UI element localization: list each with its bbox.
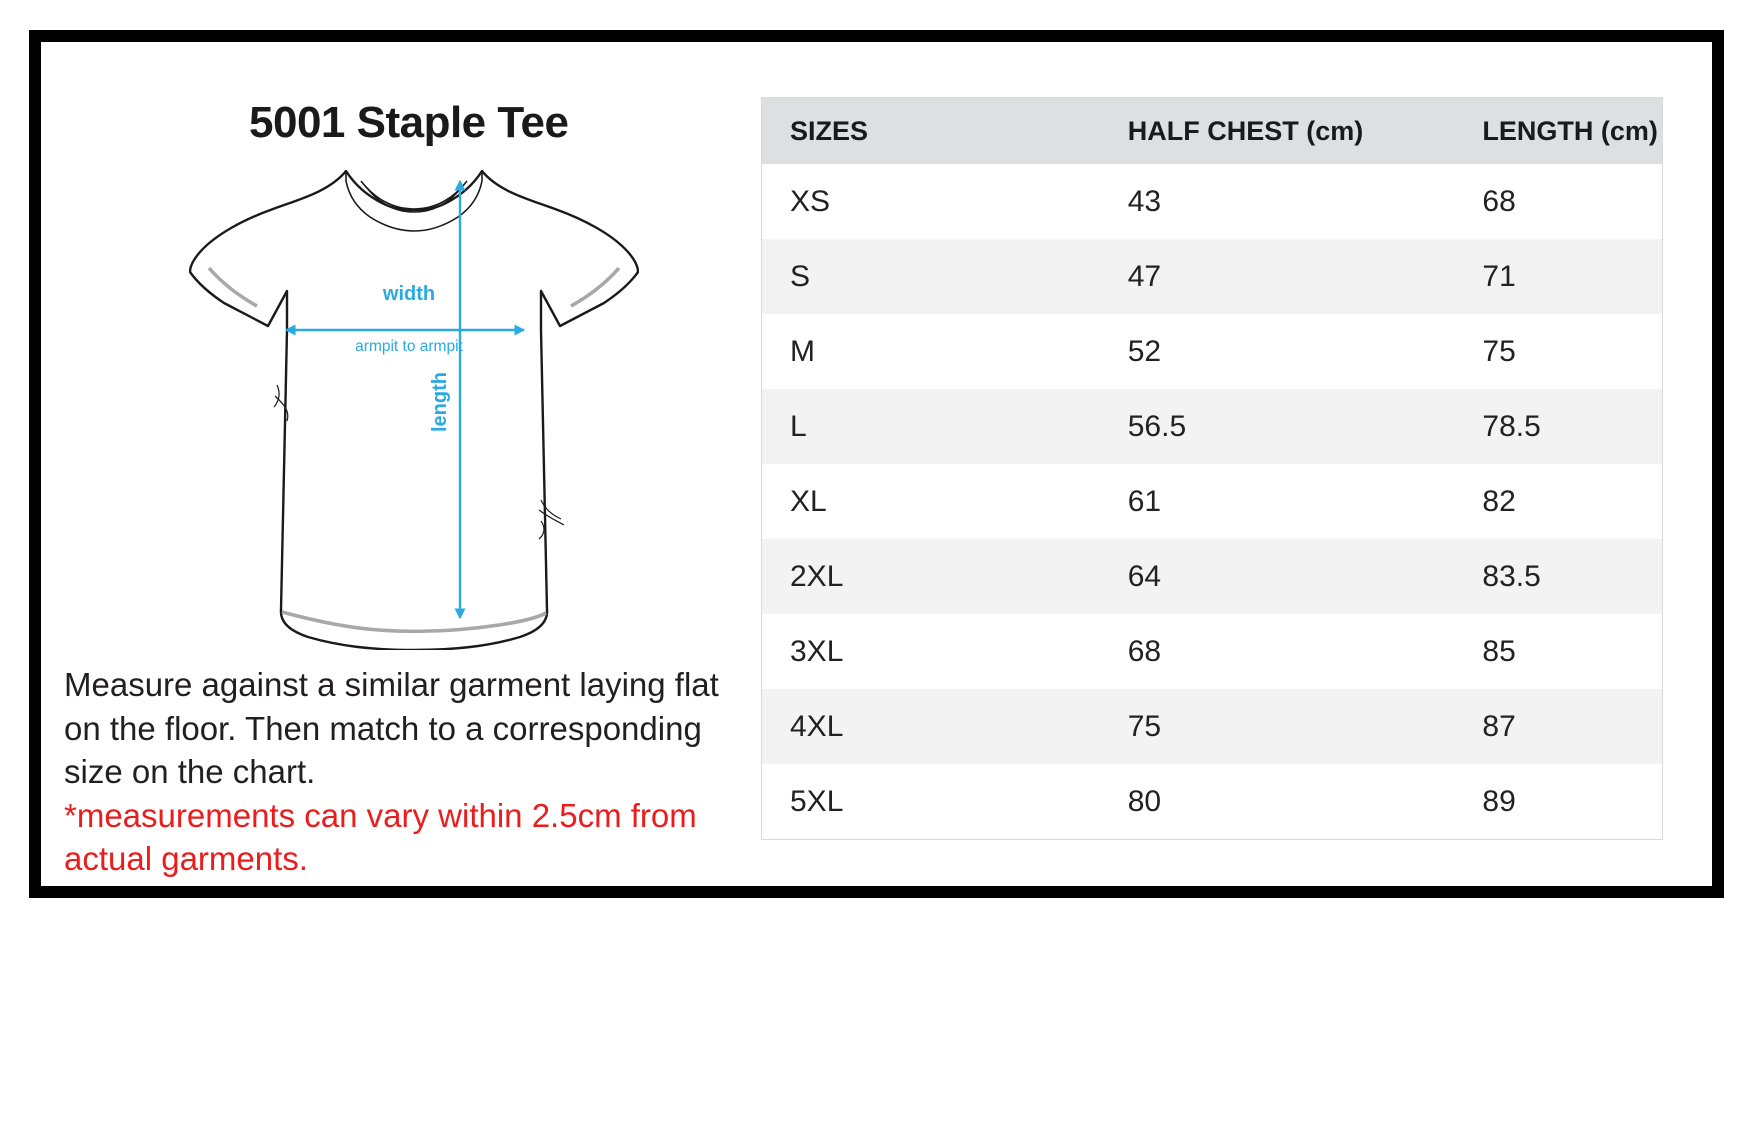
svg-text:armpit to armpit: armpit to armpit [355,338,463,355]
svg-text:length: length [429,372,451,432]
svg-text:width: width [382,283,435,305]
